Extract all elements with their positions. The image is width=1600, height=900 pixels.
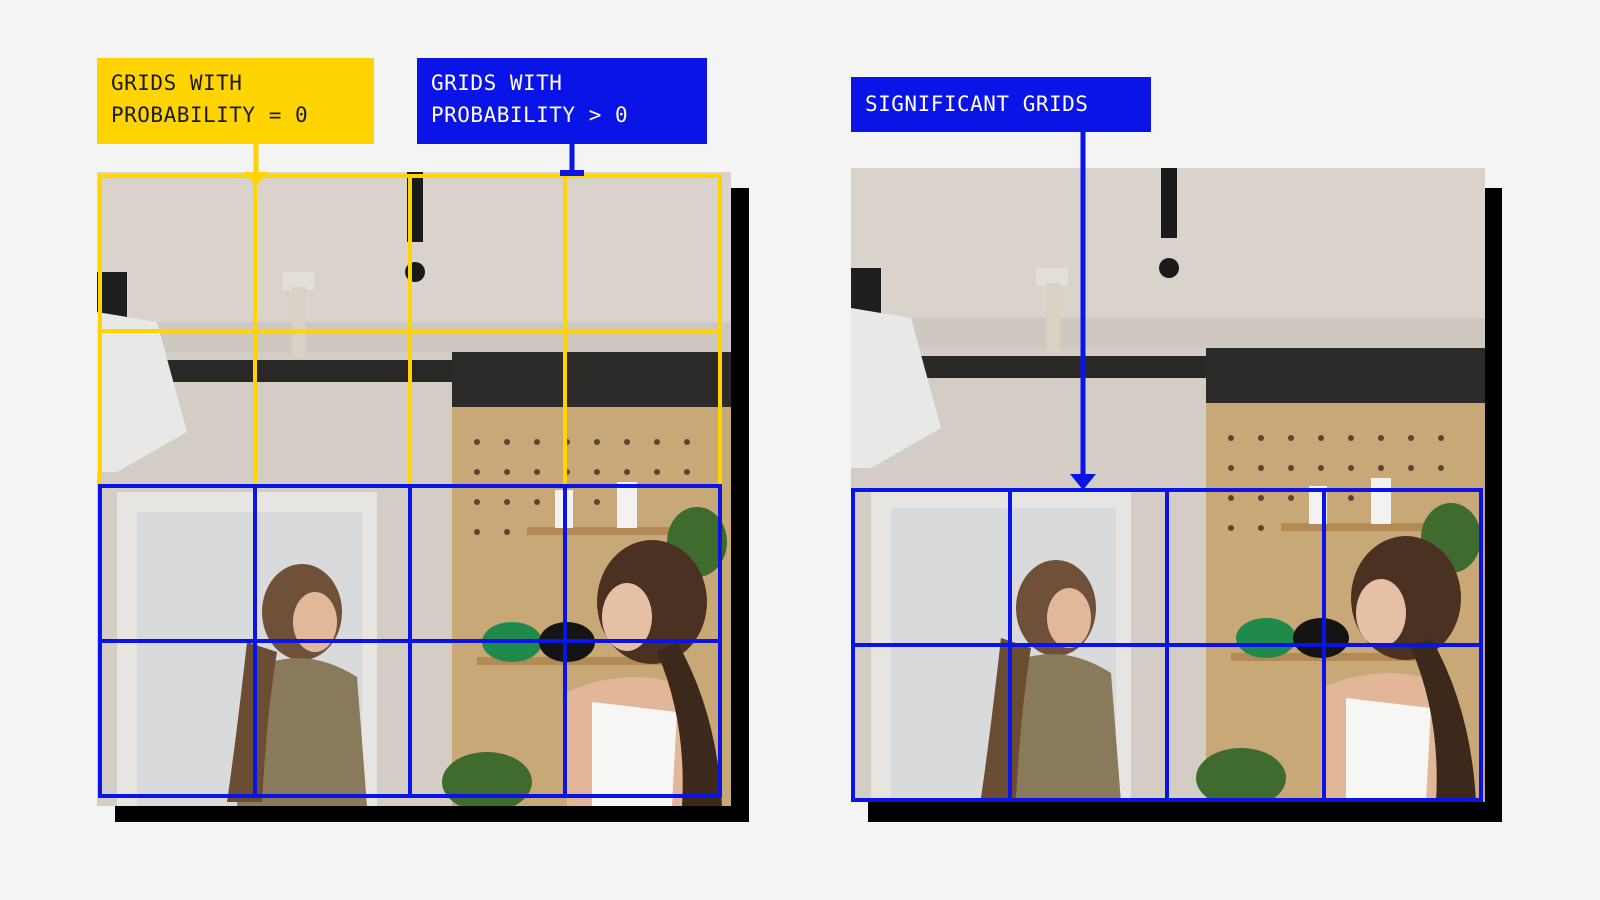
grid-cell-significant [851, 488, 1012, 647]
grid-cell-significant [1322, 643, 1483, 802]
grid-cell-significant [1322, 488, 1483, 647]
grid-cell-significant [851, 643, 1012, 802]
grid-cell-significant [1008, 488, 1169, 647]
grid-cell-significant [1008, 643, 1169, 802]
positive-probability-label: GRIDS WITH PROBABILITY > 0 [417, 58, 707, 144]
grid-cell-significant [1165, 643, 1326, 802]
grid-cell-positive-probability [563, 639, 722, 798]
grid-cell-significant [1165, 488, 1326, 647]
zero-probability-label: GRIDS WITH PROBABILITY = 0 [97, 58, 374, 144]
significant-grids-label: SIGNIFICANT GRIDS [851, 77, 1151, 132]
